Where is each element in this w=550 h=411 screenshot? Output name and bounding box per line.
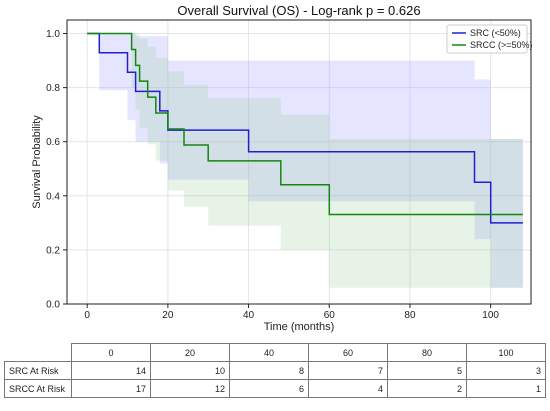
risk-table-row-srcc: SRCC At Risk 17 12 6 4 2 1 bbox=[4, 379, 546, 398]
y-tick-label: 0.8 bbox=[46, 83, 60, 94]
legend: SRC (<50%) SRCC (>=50%) bbox=[446, 24, 533, 54]
risk-table-cell: 8 bbox=[229, 361, 309, 380]
legend-box bbox=[446, 24, 528, 54]
risk-table-cell: 5 bbox=[387, 361, 467, 380]
x-axis-title: Time (months) bbox=[264, 321, 335, 333]
risk-table-cell: 1 bbox=[466, 379, 546, 398]
survival-curve-src bbox=[87, 32, 523, 224]
x-tick-label: 0 bbox=[84, 310, 90, 321]
x-tick-label: 40 bbox=[243, 310, 255, 321]
risk-table-cell: 10 bbox=[150, 361, 230, 380]
ci-band-src bbox=[87, 33, 523, 288]
y-axis-ticks: 0.0 0.2 0.4 0.6 0.8 1.0 bbox=[46, 29, 67, 311]
survival-curves bbox=[87, 32, 523, 224]
risk-table-cell: 3 bbox=[466, 361, 546, 380]
y-axis-title: Survival Probability bbox=[31, 115, 43, 209]
y-tick-label: 0.4 bbox=[46, 191, 60, 202]
risk-table-time-header: 20 bbox=[150, 343, 230, 362]
x-tick-label: 100 bbox=[482, 310, 499, 321]
y-tick-label: 1.0 bbox=[46, 29, 60, 40]
risk-table-cell: 14 bbox=[71, 361, 151, 380]
risk-table-cell: 7 bbox=[308, 361, 388, 380]
risk-table-header-row: 0 20 40 60 80 100 bbox=[4, 343, 546, 362]
confidence-bands bbox=[87, 33, 523, 288]
y-tick-label: 0.6 bbox=[46, 137, 60, 148]
risk-table-cell: 2 bbox=[387, 379, 467, 398]
ci-band-srcc bbox=[87, 33, 523, 288]
risk-table-row-src: SRC At Risk 14 10 8 7 5 3 bbox=[4, 361, 546, 380]
survival-chart: Overall Survival (OS) - Log-rank p = 0.6… bbox=[31, 3, 533, 333]
risk-table-cell: 17 bbox=[71, 379, 151, 398]
x-tick-label: 60 bbox=[324, 310, 336, 321]
risk-table-time-header: 40 bbox=[229, 343, 309, 362]
risk-table-time-header: 60 bbox=[308, 343, 388, 362]
x-tick-label: 20 bbox=[162, 310, 174, 321]
risk-table: 0 20 40 60 80 100 SRC At Risk 14 10 8 7 … bbox=[4, 343, 546, 398]
x-tick-label: 80 bbox=[404, 310, 416, 321]
risk-table-cell: 12 bbox=[150, 379, 230, 398]
risk-table-row-label: SRCC At Risk bbox=[4, 379, 72, 398]
chart-title: Overall Survival (OS) - Log-rank p = 0.6… bbox=[177, 3, 420, 18]
risk-table-cell: 6 bbox=[229, 379, 309, 398]
plot-frame bbox=[66, 19, 532, 305]
risk-table-time-header: 0 bbox=[71, 343, 151, 362]
risk-table-time-header: 80 bbox=[387, 343, 467, 362]
y-tick-label: 0.0 bbox=[46, 300, 60, 311]
legend-label-srcc: SRCC (>=50%) bbox=[470, 40, 533, 50]
legend-label-src: SRC (<50%) bbox=[470, 28, 521, 38]
x-axis-ticks: 0 20 40 60 80 100 bbox=[84, 304, 499, 321]
risk-table-cell: 4 bbox=[308, 379, 388, 398]
risk-table-row-label: SRC At Risk bbox=[4, 361, 72, 380]
risk-table-corner bbox=[4, 343, 72, 362]
y-tick-label: 0.2 bbox=[46, 245, 60, 256]
survival-curve-srcc bbox=[87, 32, 523, 216]
risk-table-time-header: 100 bbox=[466, 343, 546, 362]
